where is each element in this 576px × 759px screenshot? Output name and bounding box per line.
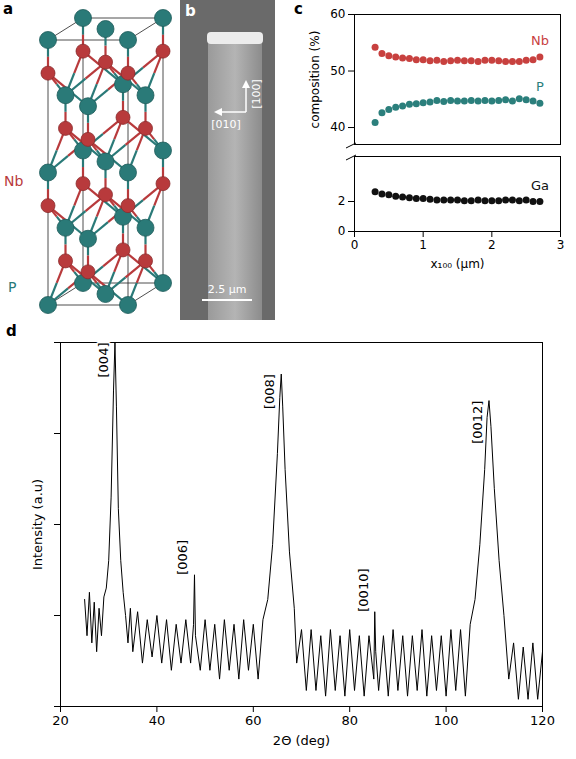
html-text:c: c — [294, 0, 303, 18]
svg-text:0: 0 — [338, 224, 346, 238]
svg-text:composition (%): composition (%) — [308, 31, 322, 129]
svg-text:[008]: [008] — [262, 374, 277, 409]
html-text:d: d — [6, 322, 17, 340]
svg-text:2: 2 — [488, 238, 496, 252]
svg-text:100: 100 — [434, 713, 459, 728]
svg-text:P: P — [536, 79, 544, 94]
svg-text:20: 20 — [52, 713, 69, 728]
svg-text:2.5 μm: 2.5 μm — [208, 283, 247, 296]
svg-text:Nb: Nb — [531, 33, 549, 48]
svg-text:[010]: [010] — [211, 118, 241, 131]
svg-text:[0010]: [0010] — [356, 568, 371, 611]
svg-text:P: P — [8, 279, 16, 295]
html-text:b: b — [185, 2, 196, 20]
svg-text:Ga: Ga — [531, 178, 549, 193]
svg-text:1: 1 — [419, 238, 427, 252]
svg-text:x₁₀₀ (μm): x₁₀₀ (μm) — [430, 257, 484, 271]
svg-text:50: 50 — [330, 64, 345, 78]
svg-text:40: 40 — [330, 120, 345, 134]
svg-text:[004]: [004] — [96, 343, 111, 378]
svg-text:40: 40 — [149, 713, 166, 728]
svg-text:3: 3 — [557, 238, 565, 252]
svg-text:80: 80 — [341, 713, 358, 728]
svg-text:0: 0 — [351, 238, 359, 252]
svg-text:60: 60 — [330, 7, 345, 21]
svg-text:120: 120 — [530, 713, 555, 728]
svg-text:Nb: Nb — [4, 173, 23, 189]
svg-text:[006]: [006] — [175, 540, 190, 575]
svg-text:Intensity (a.u): Intensity (a.u) — [30, 479, 45, 570]
svg-text:2Θ (deg): 2Θ (deg) — [273, 733, 330, 748]
svg-text:60: 60 — [245, 713, 262, 728]
html-text:a: a — [3, 0, 14, 18]
svg-text:[0012]: [0012] — [470, 401, 485, 444]
svg-text:2: 2 — [338, 194, 346, 208]
svg-text:[100]: [100] — [250, 79, 263, 109]
